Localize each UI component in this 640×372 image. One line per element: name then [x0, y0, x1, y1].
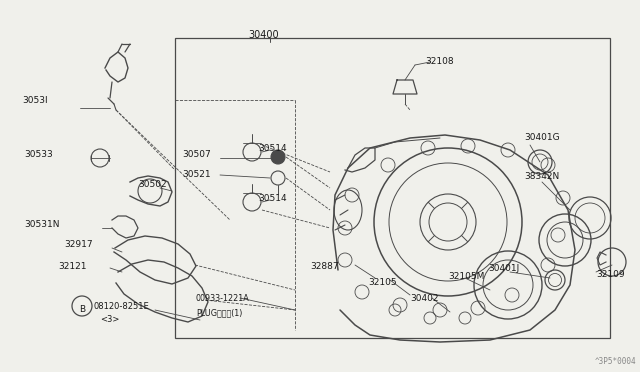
Text: 30402: 30402: [410, 294, 438, 303]
Text: 32121: 32121: [58, 262, 86, 271]
Text: 30507: 30507: [182, 150, 211, 159]
Bar: [175, 38, 610, 338]
Text: 30533: 30533: [24, 150, 52, 159]
Text: ^3P5*0004: ^3P5*0004: [595, 357, 636, 366]
Text: 30400: 30400: [248, 30, 278, 40]
Text: 32917: 32917: [64, 240, 93, 249]
Text: 30531N: 30531N: [24, 220, 60, 229]
Text: 32105M: 32105M: [448, 272, 484, 281]
Text: 30521: 30521: [182, 170, 211, 179]
Text: 30502: 30502: [138, 180, 166, 189]
Text: 38342N: 38342N: [524, 172, 559, 181]
Text: 3053l: 3053l: [22, 96, 47, 105]
Text: 30401J: 30401J: [488, 264, 519, 273]
Text: 08120-8251E: 08120-8251E: [94, 302, 150, 311]
Text: PLUGプラグ(1): PLUGプラグ(1): [196, 308, 243, 317]
Text: 32108: 32108: [425, 57, 454, 66]
Text: 32109: 32109: [596, 270, 625, 279]
Text: 32887: 32887: [310, 262, 339, 271]
Text: B: B: [79, 305, 85, 314]
Text: 32105: 32105: [368, 278, 397, 287]
Text: <3>: <3>: [100, 315, 120, 324]
Text: 00933-1221A: 00933-1221A: [196, 294, 250, 303]
Text: 30514: 30514: [258, 194, 287, 203]
Text: 30401G: 30401G: [524, 133, 559, 142]
Circle shape: [271, 150, 285, 164]
Text: 30514: 30514: [258, 144, 287, 153]
